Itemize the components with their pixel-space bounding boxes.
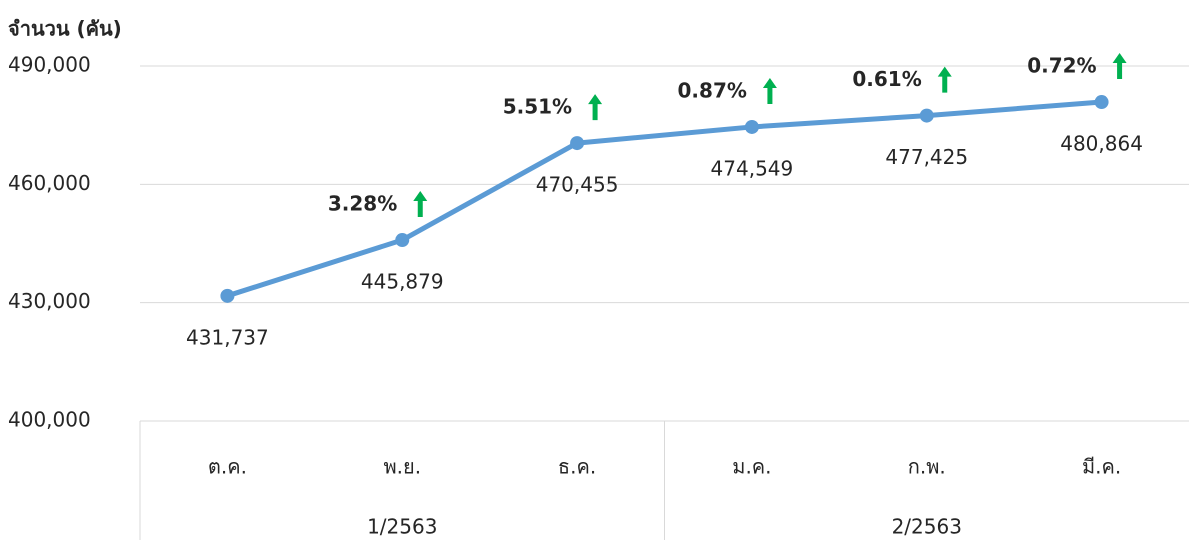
value-label: 445,879 — [361, 270, 444, 294]
change-label: 0.72% — [1027, 54, 1096, 78]
point — [1094, 95, 1109, 110]
value-label: 474,549 — [711, 156, 794, 180]
change-label: 0.61% — [852, 67, 921, 91]
group-label: 2/2563 — [892, 515, 962, 539]
change-label: 5.51% — [503, 95, 572, 119]
up-arrow — [1112, 53, 1127, 80]
x-tick-label: ต.ค. — [208, 455, 247, 479]
up-arrow — [588, 94, 603, 121]
point — [919, 108, 934, 123]
y-axis-title: จำนวน (คัน) — [8, 17, 122, 41]
value-label: 480,864 — [1060, 132, 1143, 156]
point — [744, 119, 759, 134]
point — [220, 288, 235, 303]
group-label: 1/2563 — [367, 515, 437, 539]
x-tick-label: ม.ค. — [732, 455, 771, 479]
y-tick-label: 460,000 — [8, 171, 91, 195]
line — [226, 99, 1102, 299]
up-arrow — [762, 77, 777, 104]
point — [570, 136, 585, 151]
value-label: 477,425 — [885, 145, 968, 169]
x-tick-label: ธ.ค. — [558, 455, 596, 479]
change-label: 3.28% — [328, 192, 397, 216]
y-tick-label: 430,000 — [8, 289, 91, 313]
change-label: 0.87% — [678, 78, 747, 102]
value-label: 470,455 — [536, 173, 619, 197]
up-arrow — [937, 66, 952, 93]
x-tick-label: พ.ย. — [383, 455, 421, 479]
x-tick-label: ก.พ. — [908, 455, 946, 479]
point — [395, 233, 410, 248]
value-label: 431,737 — [186, 325, 269, 349]
y-tick-label: 400,000 — [8, 408, 91, 432]
x-tick-label: มี.ค. — [1082, 455, 1121, 479]
up-arrow — [413, 191, 428, 218]
y-tick-label: 490,000 — [8, 53, 91, 77]
